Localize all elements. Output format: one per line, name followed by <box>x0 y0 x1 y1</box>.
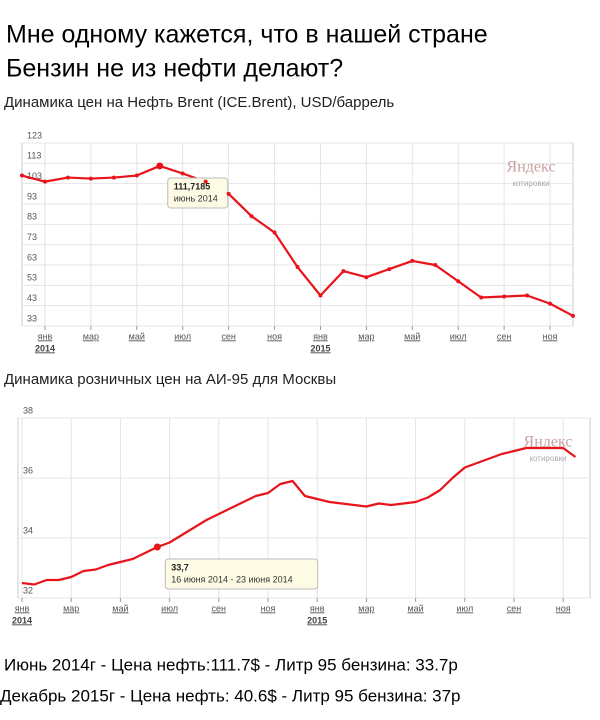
data-point <box>364 275 369 280</box>
y-tick-label: 43 <box>27 293 37 303</box>
chart-title: Динамика цен на Нефть Brent (ICE.Brent),… <box>4 94 394 111</box>
data-line <box>21 446 577 586</box>
year-label: 2015 <box>310 343 330 353</box>
x-tick-label: мар <box>83 331 99 341</box>
data-point <box>525 293 530 298</box>
data-point <box>456 279 461 284</box>
x-tick-label: мар <box>358 331 374 341</box>
x-tick-label: янв <box>313 331 328 341</box>
year-label: 2014 <box>12 615 32 625</box>
x-tick-label: янв <box>310 603 325 613</box>
data-point <box>20 173 24 178</box>
x-tick-label: янв <box>38 331 53 341</box>
data-point <box>153 543 161 551</box>
year-label: 2014 <box>35 343 55 353</box>
x-tick-label: сен <box>497 331 512 341</box>
x-tick-label: сен <box>221 331 236 341</box>
y-tick-label: 93 <box>27 191 37 201</box>
watermark: котировки <box>512 179 549 188</box>
footer-line: Декабрь 2015г - Цена нефть: 40.6$ - Литр… <box>0 686 461 705</box>
x-tick-label: июл <box>161 603 178 613</box>
y-tick-label: 36 <box>23 465 33 475</box>
tooltip-value: 111,7185 <box>174 181 211 191</box>
data-point <box>479 295 484 300</box>
tooltip-date: июнь 2014 <box>174 193 218 203</box>
watermark: Яндекс <box>524 434 573 451</box>
data-point <box>387 267 392 272</box>
y-tick-label: 53 <box>27 273 37 283</box>
data-point <box>88 176 93 181</box>
data-point <box>203 179 208 184</box>
headline: Мне одному кажется, что в нашей стране <box>6 21 488 49</box>
footer-line: Июнь 2014г - Цена нефть:111.7$ - Литр 95… <box>4 655 458 674</box>
plot-area <box>21 142 574 327</box>
x-tick-label: ноя <box>556 603 571 613</box>
chart-title: Динамика розничных цен на АИ-95 для Моск… <box>4 371 336 388</box>
y-tick-label: 123 <box>27 130 42 140</box>
y-tick-label: 32 <box>23 585 33 595</box>
data-point <box>65 175 70 180</box>
data-point <box>226 191 231 196</box>
data-point <box>433 263 438 267</box>
data-point <box>134 173 139 178</box>
data-point <box>571 313 575 318</box>
data-point <box>341 269 346 274</box>
data-point <box>249 214 254 219</box>
x-tick-label: июл <box>456 603 473 613</box>
y-tick-label: 73 <box>27 232 37 242</box>
x-tick-label: май <box>112 603 128 613</box>
data-point <box>295 265 300 270</box>
x-tick-label: май <box>407 603 423 613</box>
data-point <box>156 162 164 170</box>
x-tick-label: июл <box>174 331 191 341</box>
x-tick-label: май <box>404 331 420 341</box>
data-point <box>318 293 323 298</box>
data-point <box>180 171 185 176</box>
data-point <box>502 294 507 299</box>
watermark: котировки <box>529 454 566 463</box>
y-tick-label: 38 <box>23 405 33 415</box>
x-tick-label: ноя <box>267 331 282 341</box>
data-point <box>111 175 116 180</box>
x-tick-label: июл <box>450 331 467 341</box>
year-label: 2015 <box>307 615 327 625</box>
x-tick-label: сен <box>212 603 227 613</box>
data-point <box>410 258 415 263</box>
y-tick-label: 113 <box>27 151 41 161</box>
tooltip-box <box>164 558 319 590</box>
y-tick-label: 83 <box>27 212 37 222</box>
data-point <box>42 179 47 184</box>
x-tick-label: сен <box>507 603 522 613</box>
y-tick-label: 103 <box>27 171 42 181</box>
x-tick-label: ноя <box>543 331 558 341</box>
x-tick-label: мар <box>358 603 374 613</box>
watermark: Яндекс <box>507 159 556 176</box>
x-tick-label: мар <box>63 603 79 613</box>
data-point <box>548 301 553 306</box>
y-tick-label: 63 <box>27 252 37 262</box>
x-tick-label: ноя <box>261 603 276 613</box>
x-tick-label: янв <box>15 603 30 613</box>
headline: Бензин не из нефти делают? <box>6 55 343 83</box>
tooltip-value: 33,7 <box>171 562 189 572</box>
data-point <box>272 230 277 235</box>
x-tick-label: май <box>129 331 145 341</box>
y-tick-label: 34 <box>23 525 33 535</box>
tooltip-date: 16 июня 2014 - 23 июня 2014 <box>171 574 292 584</box>
y-tick-label: 33 <box>27 313 37 323</box>
